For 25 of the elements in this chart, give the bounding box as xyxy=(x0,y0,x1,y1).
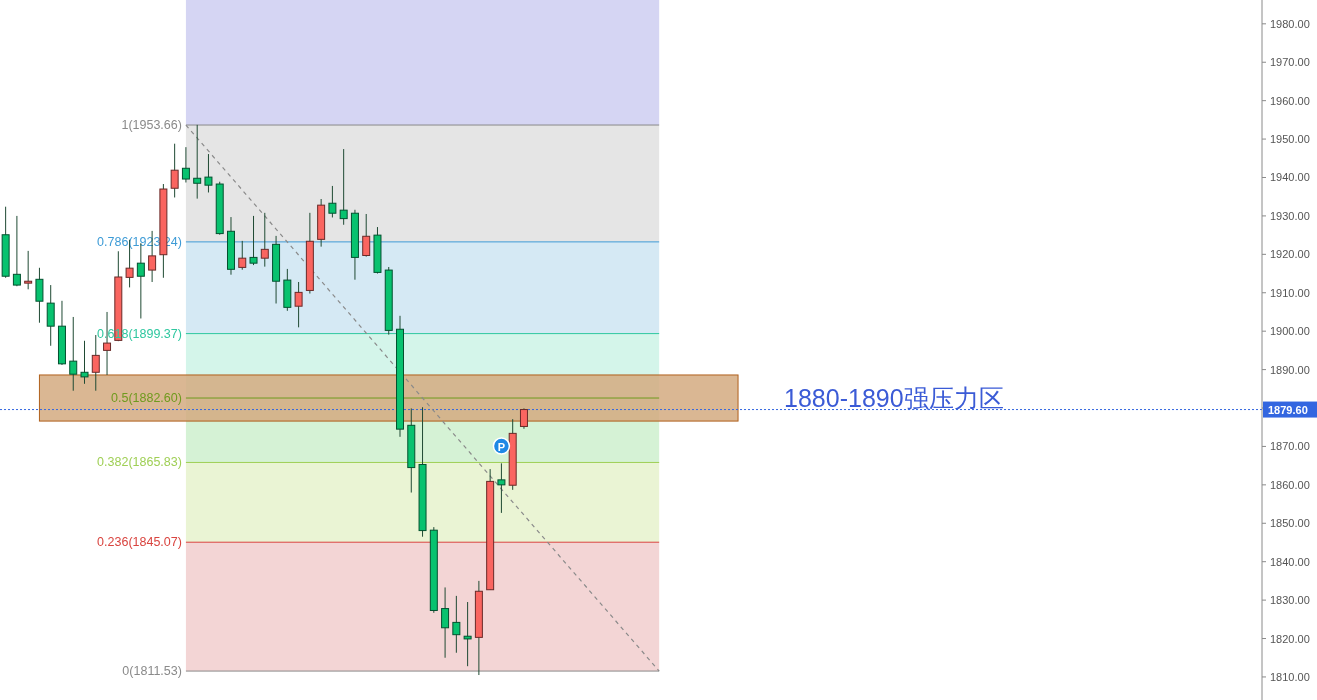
tick-label: 1960.00 xyxy=(1270,94,1310,107)
tick-label: 1920.00 xyxy=(1270,248,1310,261)
tick-label: 1840.00 xyxy=(1270,555,1310,568)
ref-label: 0.382(1865.83) xyxy=(97,455,182,470)
price-label: 1879.60 xyxy=(1268,403,1308,416)
tick-label: 1870.00 xyxy=(1270,440,1310,453)
ref-label: 0.236(1845.07) xyxy=(97,535,182,550)
tick-label: 1890.00 xyxy=(1270,363,1310,376)
tick-label: 1930.00 xyxy=(1270,209,1310,222)
tick-label: 1810.00 xyxy=(1270,670,1310,683)
ref-label: 0.5(1882.60) xyxy=(111,391,182,405)
tick-label: 1980.00 xyxy=(1270,17,1310,30)
tick-label: 1820.00 xyxy=(1270,632,1310,645)
tick-label: 1910.00 xyxy=(1270,286,1310,299)
annotation: P xyxy=(497,440,506,453)
tick-label: 1850.00 xyxy=(1270,517,1310,530)
tick-label: 1940.00 xyxy=(1270,171,1310,184)
tick-label: 1970.00 xyxy=(1270,56,1310,69)
tick-label: 1950.00 xyxy=(1270,133,1310,146)
tick-label: 1830.00 xyxy=(1270,594,1310,607)
tick-label: 1900.00 xyxy=(1270,325,1310,338)
ref-label: 1(1953.66) xyxy=(121,118,182,132)
ref-label: 0(1811.53) xyxy=(122,664,182,679)
tick-label: 1860.00 xyxy=(1270,478,1310,491)
zone-label: 1880-1890强压力区 xyxy=(784,384,1004,412)
